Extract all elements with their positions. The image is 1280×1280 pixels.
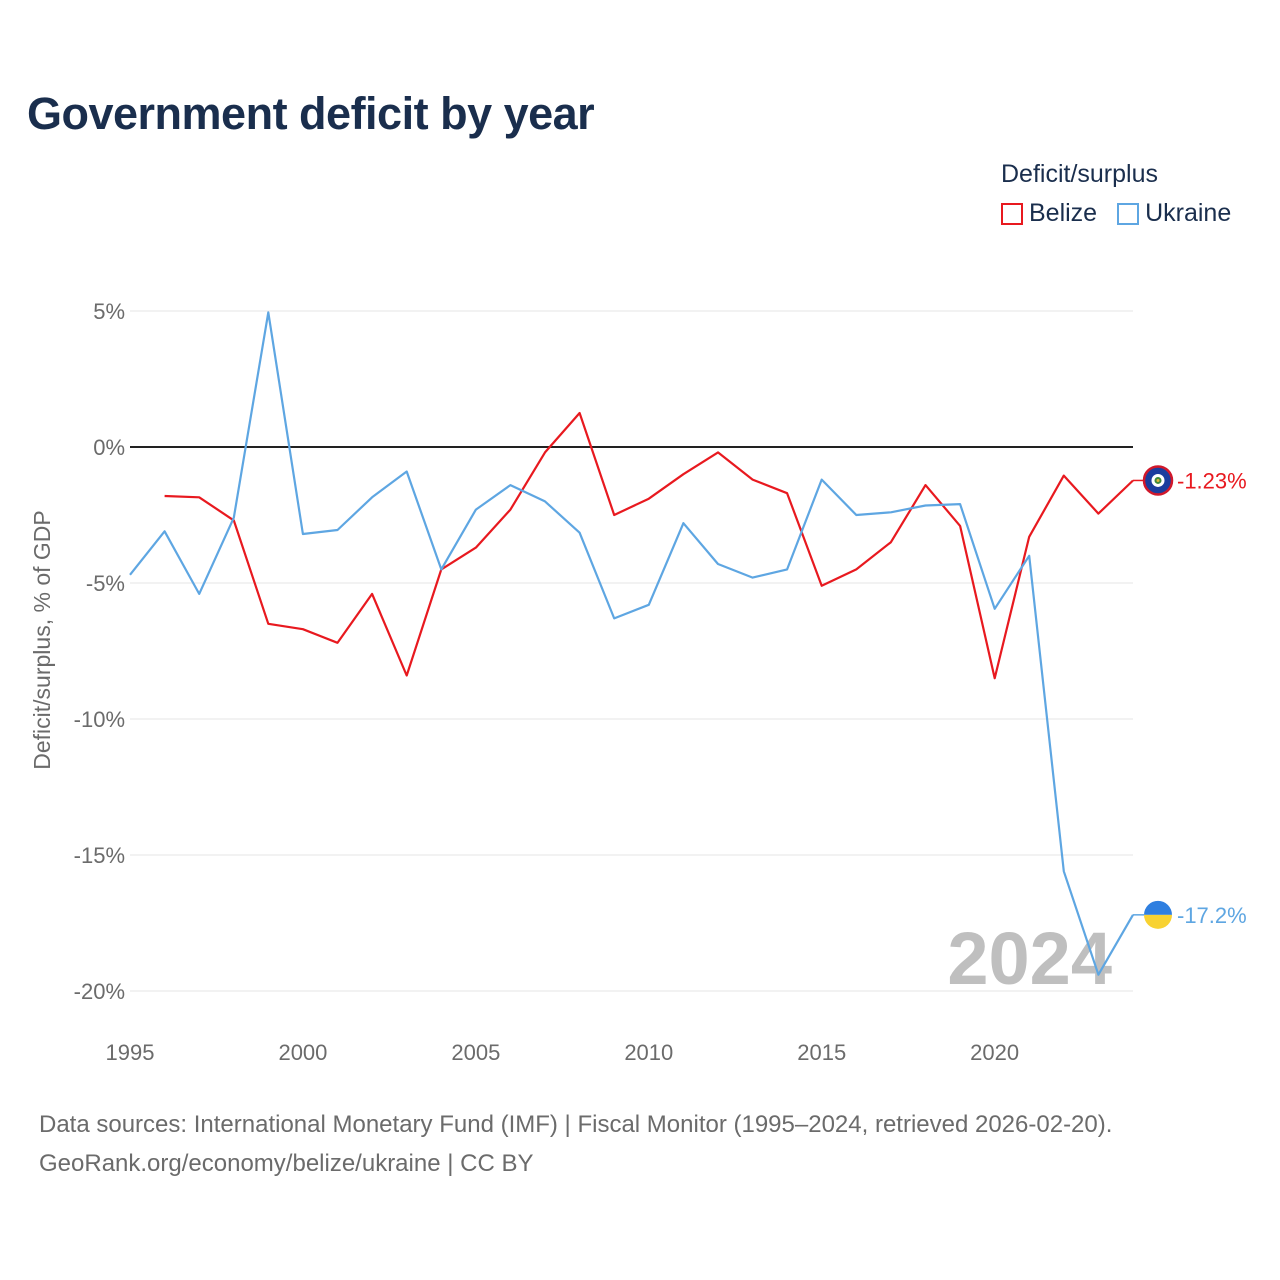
legend-title: Deficit/surplus: [1001, 160, 1158, 188]
end-value-label-belize: -1.23%: [1177, 468, 1247, 493]
year-watermark: 2024: [947, 917, 1112, 1000]
series-line-belize[interactable]: [164, 411, 1134, 680]
x-tick-label: 2005: [451, 1040, 500, 1065]
x-tick-label: 1995: [106, 1040, 155, 1065]
legend-label-belize: Belize: [1029, 199, 1098, 227]
x-tick-label: 2020: [970, 1040, 1019, 1065]
y-tick-label: -15%: [74, 843, 125, 868]
y-axis-title: Deficit/surplus, % of GDP: [29, 510, 55, 769]
chart-title: Government deficit by year: [27, 88, 595, 139]
legend: Deficit/surplus Belize Ukraine: [1001, 160, 1231, 228]
legend-item-belize[interactable]: Belize: [1001, 199, 1097, 228]
series-line-ukraine[interactable]: [129, 311, 1134, 976]
legend-label-ukraine: Ukraine: [1145, 199, 1232, 227]
end-value-label-ukraine: -17.2%: [1177, 903, 1247, 928]
x-tick-label: 2015: [797, 1040, 846, 1065]
source-note: Data sources: International Monetary Fun…: [39, 1105, 1112, 1183]
source-line-1: Data sources: International Monetary Fun…: [39, 1111, 1113, 1138]
y-tick-label: 5%: [93, 299, 125, 324]
y-tick-label: 0%: [93, 435, 125, 460]
legend-item-ukraine[interactable]: Ukraine: [1117, 199, 1231, 228]
y-tick-label: -20%: [74, 979, 125, 1004]
legend-swatch-belize: [1001, 202, 1023, 225]
legend-swatch-ukraine: [1117, 202, 1140, 225]
x-tick-label: 2000: [278, 1040, 327, 1065]
ukraine-flag-icon: [1144, 900, 1172, 929]
y-tick-label: -5%: [86, 571, 125, 596]
x-tick-label: 2010: [624, 1040, 673, 1065]
y-tick-label: -10%: [74, 707, 125, 732]
source-line-2[interactable]: GeoRank.org/economy/belize/ukraine | CC …: [39, 1150, 534, 1177]
belize-flag-icon: [1142, 465, 1174, 496]
